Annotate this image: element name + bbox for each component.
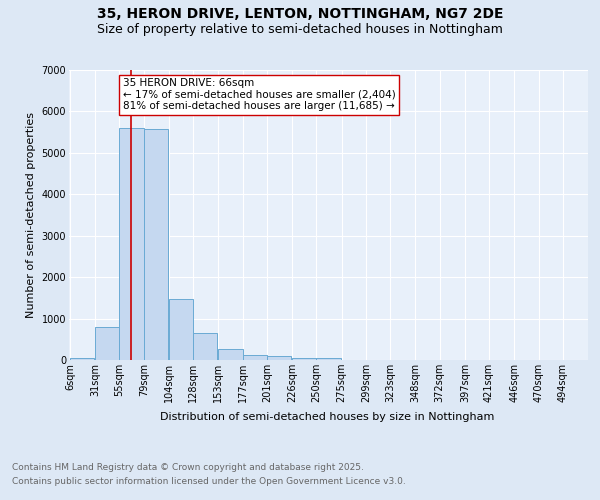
Text: 35, HERON DRIVE, LENTON, NOTTINGHAM, NG7 2DE: 35, HERON DRIVE, LENTON, NOTTINGHAM, NG7… [97, 8, 503, 22]
Bar [169, 299, 193, 360]
Y-axis label: Number of semi-detached properties: Number of semi-detached properties [26, 112, 36, 318]
Text: Contains HM Land Registry data © Crown copyright and database right 2025.: Contains HM Land Registry data © Crown c… [12, 464, 364, 472]
Bar [70, 358, 94, 360]
Text: 35 HERON DRIVE: 66sqm
← 17% of semi-detached houses are smaller (2,404)
81% of s: 35 HERON DRIVE: 66sqm ← 17% of semi-deta… [122, 78, 395, 112]
Text: Contains public sector information licensed under the Open Government Licence v3: Contains public sector information licen… [12, 477, 406, 486]
Bar [218, 349, 242, 360]
Text: Size of property relative to semi-detached houses in Nottingham: Size of property relative to semi-detach… [97, 22, 503, 36]
Bar [144, 129, 168, 360]
Text: Distribution of semi-detached houses by size in Nottingham: Distribution of semi-detached houses by … [160, 412, 494, 422]
Bar [193, 333, 217, 360]
Bar [316, 358, 341, 360]
Bar [292, 358, 316, 360]
Bar [242, 354, 267, 360]
Bar [267, 356, 291, 360]
Bar [95, 327, 119, 360]
Bar [119, 128, 144, 360]
